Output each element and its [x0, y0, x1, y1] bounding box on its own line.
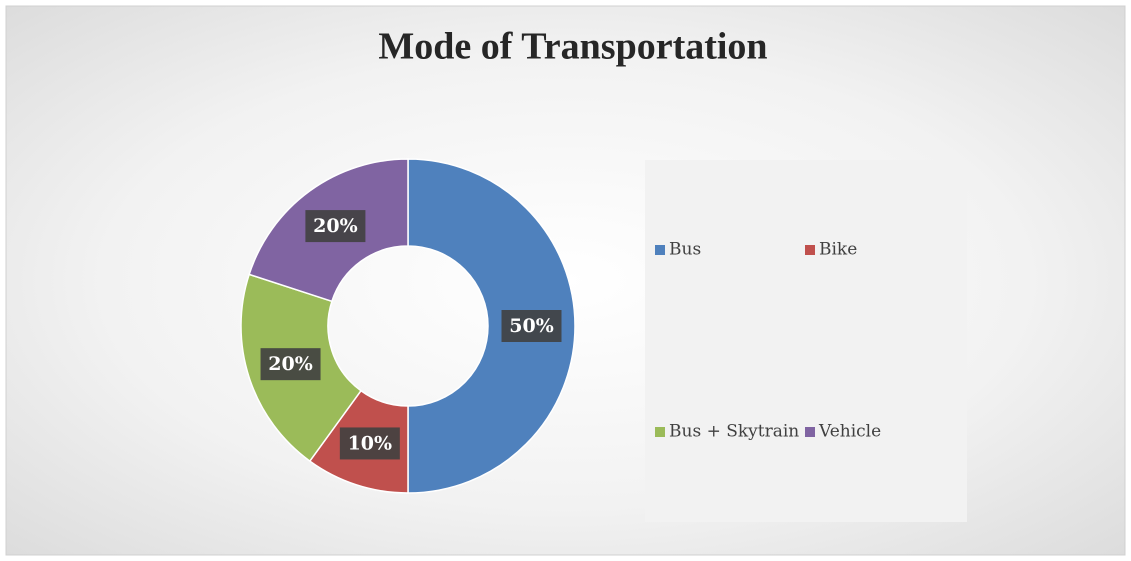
data-label: 10%: [348, 432, 393, 454]
legend-label: Bus: [669, 240, 701, 260]
data-label: 20%: [313, 215, 358, 237]
chart-title: Mode of Transportation: [378, 26, 767, 68]
legend-swatch: [805, 427, 815, 437]
donut-segment: [407, 158, 576, 494]
label-bg: [501, 310, 562, 342]
legend-label: Vehicle: [818, 422, 881, 442]
legend-box: [645, 160, 967, 522]
legend-swatch: [655, 427, 665, 437]
label-bg: [339, 427, 400, 460]
label-bg: [260, 348, 321, 381]
label-bg: [305, 210, 366, 243]
data-label: 20%: [268, 353, 313, 375]
legend-label: Bus + Skytrain: [669, 422, 799, 442]
legend-swatch: [805, 245, 815, 255]
legend-swatch: [655, 245, 665, 255]
data-label: 50%: [509, 315, 554, 337]
legend-label: Bike: [819, 240, 857, 260]
